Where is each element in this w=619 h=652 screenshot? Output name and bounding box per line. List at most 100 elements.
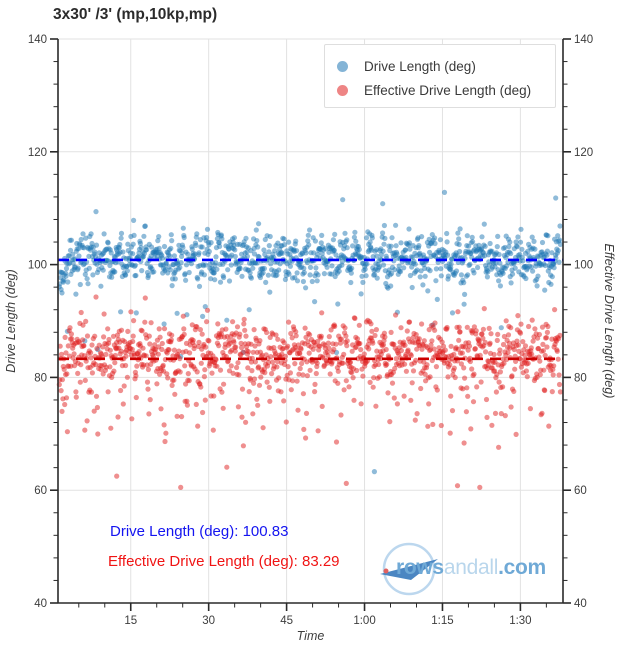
data-point-effective-drive-length bbox=[118, 327, 125, 333]
data-point-drive-length bbox=[196, 250, 202, 256]
data-point-drive-length bbox=[199, 244, 205, 250]
data-point-effective-drive-length bbox=[75, 370, 81, 376]
data-point-effective-drive-length bbox=[460, 386, 466, 392]
data-point-effective-drive-length bbox=[414, 411, 420, 417]
data-point-effective-drive-length bbox=[544, 329, 551, 335]
data-point-drive-length bbox=[314, 278, 320, 284]
data-point-effective-drive-length bbox=[392, 365, 398, 372]
data-point-effective-drive-length bbox=[471, 371, 477, 377]
data-point-effective-drive-length bbox=[461, 365, 467, 371]
data-point-effective-drive-length bbox=[124, 374, 130, 380]
data-point-drive-length bbox=[469, 234, 475, 240]
data-point-effective-drive-length bbox=[456, 337, 462, 343]
data-point-drive-length bbox=[137, 240, 143, 246]
data-point-effective-drive-length bbox=[462, 375, 468, 381]
data-point-effective-drive-length bbox=[134, 363, 140, 369]
data-point-effective-drive-length bbox=[242, 327, 248, 333]
data-point-drive-length bbox=[301, 270, 307, 276]
data-point-drive-length bbox=[340, 197, 346, 203]
data-point-effective-drive-length bbox=[505, 332, 512, 338]
data-point-effective-drive-length bbox=[62, 401, 68, 408]
data-point-drive-length bbox=[464, 233, 470, 239]
data-point-effective-drive-length bbox=[398, 325, 404, 331]
data-point-effective-drive-length bbox=[387, 419, 393, 425]
data-point-drive-length bbox=[367, 239, 373, 245]
data-point-effective-drive-length bbox=[464, 385, 470, 391]
data-point-effective-drive-length bbox=[539, 324, 546, 330]
data-point-effective-drive-length bbox=[254, 396, 260, 402]
data-point-effective-drive-length bbox=[168, 337, 174, 343]
data-point-effective-drive-length bbox=[527, 406, 534, 412]
data-point-drive-length bbox=[276, 267, 282, 273]
data-point-drive-length bbox=[351, 234, 357, 240]
data-point-drive-length bbox=[141, 233, 147, 239]
data-point-drive-length bbox=[156, 245, 162, 251]
data-point-effective-drive-length bbox=[333, 439, 340, 445]
data-point-effective-drive-length bbox=[557, 389, 564, 395]
y-tick-label-left: 140 bbox=[28, 34, 47, 46]
data-point-effective-drive-length bbox=[273, 332, 279, 338]
data-point-drive-length bbox=[332, 231, 338, 237]
data-point-effective-drive-length bbox=[73, 394, 79, 400]
data-point-effective-drive-length bbox=[545, 323, 551, 330]
data-point-drive-length bbox=[369, 235, 375, 241]
data-point-effective-drive-length bbox=[465, 347, 471, 353]
data-point-drive-length bbox=[217, 279, 224, 285]
data-point-effective-drive-length bbox=[57, 343, 63, 349]
data-point-effective-drive-length bbox=[227, 340, 233, 346]
data-point-drive-length bbox=[307, 264, 314, 270]
data-point-drive-length bbox=[63, 265, 70, 272]
data-point-drive-length bbox=[513, 239, 519, 245]
data-point-drive-length bbox=[225, 267, 231, 273]
data-point-drive-length bbox=[159, 255, 165, 261]
data-point-drive-length bbox=[203, 262, 209, 268]
data-point-effective-drive-length bbox=[433, 364, 439, 370]
data-point-effective-drive-length bbox=[487, 340, 493, 346]
data-point-effective-drive-length bbox=[120, 401, 126, 407]
data-point-effective-drive-length bbox=[198, 384, 204, 390]
data-point-effective-drive-length bbox=[343, 333, 349, 339]
data-point-effective-drive-length bbox=[194, 324, 200, 330]
data-point-effective-drive-length bbox=[101, 311, 107, 317]
data-point-drive-length bbox=[381, 222, 387, 229]
data-point-effective-drive-length bbox=[62, 334, 68, 340]
data-point-drive-length bbox=[508, 280, 514, 286]
data-point-effective-drive-length bbox=[483, 349, 489, 355]
data-point-effective-drive-length bbox=[430, 421, 436, 427]
data-point-drive-length bbox=[265, 272, 271, 278]
data-point-drive-length bbox=[315, 251, 321, 257]
data-point-effective-drive-length bbox=[357, 340, 363, 347]
data-point-effective-drive-length bbox=[296, 371, 302, 377]
data-point-effective-drive-length bbox=[193, 401, 199, 407]
data-point-drive-length bbox=[356, 246, 362, 253]
data-point-effective-drive-length bbox=[239, 414, 245, 420]
data-point-effective-drive-length bbox=[326, 345, 332, 351]
data-point-effective-drive-length bbox=[241, 321, 247, 327]
watermark-text: rowsandall.com bbox=[396, 556, 546, 580]
data-point-effective-drive-length bbox=[318, 333, 324, 339]
data-point-drive-length bbox=[363, 273, 369, 279]
data-point-drive-length bbox=[349, 265, 355, 271]
data-point-effective-drive-length bbox=[325, 340, 331, 346]
data-point-drive-length bbox=[204, 226, 211, 232]
data-point-drive-length bbox=[75, 265, 81, 271]
data-point-effective-drive-length bbox=[426, 401, 432, 407]
data-point-drive-length bbox=[76, 253, 82, 259]
data-point-drive-length bbox=[445, 252, 451, 258]
data-point-drive-length bbox=[169, 283, 175, 289]
data-point-effective-drive-length bbox=[239, 345, 245, 351]
x-tick-label: 15 bbox=[124, 615, 137, 627]
data-point-effective-drive-length bbox=[497, 369, 503, 375]
data-point-drive-length bbox=[425, 288, 431, 294]
data-point-effective-drive-length bbox=[329, 359, 335, 365]
data-point-drive-length bbox=[132, 262, 138, 268]
data-point-effective-drive-length bbox=[215, 321, 221, 327]
data-point-effective-drive-length bbox=[457, 329, 463, 335]
data-point-effective-drive-length bbox=[369, 328, 375, 334]
data-point-effective-drive-length bbox=[197, 327, 203, 333]
data-point-drive-length bbox=[432, 240, 438, 247]
data-point-drive-length bbox=[557, 223, 563, 229]
data-point-drive-length bbox=[77, 281, 83, 288]
data-point-drive-length bbox=[300, 278, 306, 285]
